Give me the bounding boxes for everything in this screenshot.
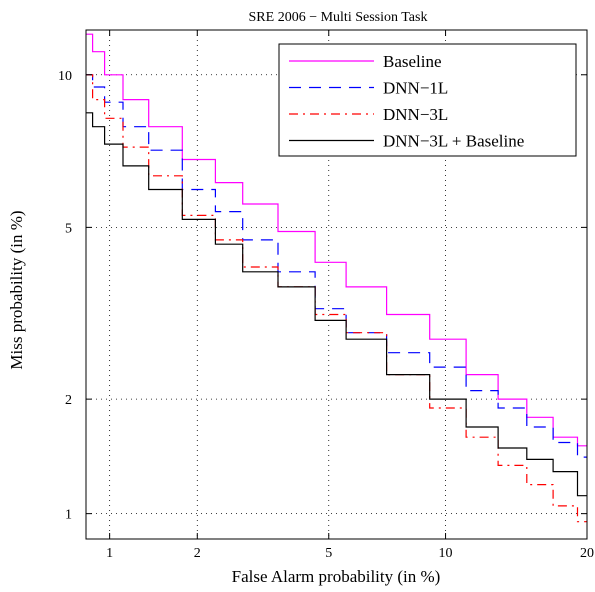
x-tick-label-1: 1 bbox=[106, 546, 113, 561]
chart-title: SRE 2006 − Multi Session Task bbox=[249, 10, 428, 25]
series-line-1 bbox=[86, 33, 587, 447]
y-tick-label-5: 5 bbox=[65, 221, 72, 236]
legend-label-3: DNN−3L bbox=[383, 105, 448, 124]
plot-frame bbox=[85, 29, 588, 540]
axis-ticks: 1 2 5 10 20 1 2 5 10 bbox=[58, 30, 594, 561]
y-tick-label-1: 1 bbox=[65, 508, 72, 523]
legend-label-2: DNN−1L bbox=[383, 79, 448, 98]
x-tick-label-10: 10 bbox=[439, 546, 453, 561]
series-lines bbox=[86, 33, 587, 523]
x-tick-label-20: 20 bbox=[580, 546, 594, 561]
x-tick-label-2: 2 bbox=[194, 546, 201, 561]
legend-box bbox=[278, 43, 577, 157]
x-axis-label: False Alarm probability (in %) bbox=[232, 567, 441, 586]
y-tick-label-2: 2 bbox=[65, 393, 72, 408]
y-axis-label: Miss probability (in %) bbox=[7, 210, 26, 369]
series-line-4 bbox=[86, 112, 587, 497]
x-tick-label-5: 5 bbox=[325, 546, 332, 561]
legend-label-1: Baseline bbox=[383, 52, 442, 71]
legend-label-4: DNN−3L + Baseline bbox=[383, 132, 524, 151]
legend: Baseline DNN−1L DNN−3L DNN−3L + Baseline bbox=[278, 43, 577, 157]
y-tick-label-10: 10 bbox=[58, 69, 72, 84]
